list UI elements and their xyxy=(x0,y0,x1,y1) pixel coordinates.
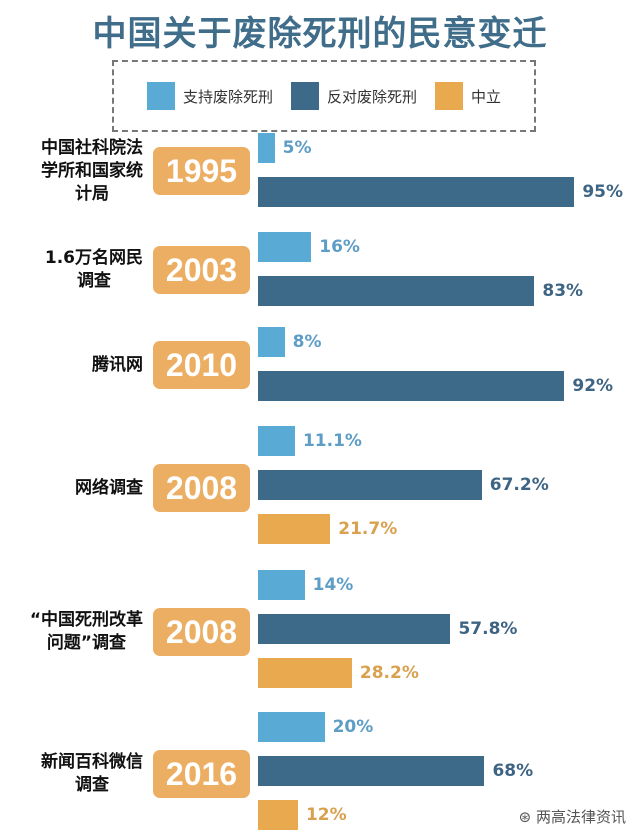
source-label: 腾讯网 xyxy=(92,354,143,375)
year-badge: 2003 xyxy=(153,246,250,294)
bar-oppose xyxy=(258,470,482,500)
value-label-neutral: 28.2% xyxy=(359,663,419,683)
bar-support xyxy=(258,133,275,163)
value-label-support: 20% xyxy=(332,717,374,737)
value-label-oppose: 67.2% xyxy=(489,475,549,495)
bar-support xyxy=(258,426,295,456)
source-label: 新闻百科微信 调查 xyxy=(41,752,143,795)
year-badge: 2016 xyxy=(153,750,250,798)
value-label-support: 14% xyxy=(312,575,354,595)
watermark-text: 两高法律资讯 xyxy=(535,808,626,826)
bar-oppose xyxy=(258,371,565,401)
watermark: ⊛ 两高法律资讯 xyxy=(518,808,626,826)
bar-oppose xyxy=(258,276,535,306)
value-label-support: 11.1% xyxy=(302,431,362,451)
value-label-oppose: 57.8% xyxy=(458,619,518,639)
legend-swatch-support xyxy=(146,82,175,110)
value-label-oppose: 95% xyxy=(582,182,624,202)
bar-support xyxy=(258,570,305,600)
legend-swatch-neutral xyxy=(435,82,463,110)
bar-oppose xyxy=(258,177,575,207)
bar-neutral xyxy=(258,514,331,544)
value-label-neutral: 21.7% xyxy=(338,519,398,539)
legend-support: 支持废除死刑 xyxy=(146,82,273,110)
legend-label: 支持废除死刑 xyxy=(182,87,273,106)
bar-oppose xyxy=(258,756,485,786)
source-label: “中国死刑改革 问题”调查 xyxy=(29,610,143,653)
year-badge: 1995 xyxy=(153,147,250,195)
legend: 支持废除死刑 反对废除死刑 中立 xyxy=(112,60,536,132)
legend-label: 反对废除死刑 xyxy=(326,87,417,106)
legend-neutral: 中立 xyxy=(435,82,501,110)
value-label-support: 5% xyxy=(282,138,312,158)
source-label: 中国社科院法 学所和国家统 计局 xyxy=(41,137,143,204)
year-badge: 2008 xyxy=(153,464,250,512)
bar-oppose xyxy=(258,614,451,644)
value-label-oppose: 92% xyxy=(572,376,614,396)
bar-support xyxy=(258,232,312,262)
chart-title: 中国关于废除死刑的民意变迁 xyxy=(92,14,548,54)
value-label-neutral: 12% xyxy=(305,805,347,825)
legend-label: 中立 xyxy=(471,87,502,106)
source-label: 网络调查 xyxy=(75,477,143,498)
bar-neutral xyxy=(258,800,298,830)
legend-swatch-oppose xyxy=(290,82,319,110)
value-label-support: 16% xyxy=(319,237,360,257)
bar-support xyxy=(258,327,285,357)
value-label-oppose: 83% xyxy=(542,281,584,301)
legend-oppose: 反对废除死刑 xyxy=(290,82,417,110)
year-badge: 2008 xyxy=(153,608,250,656)
year-badge: 2010 xyxy=(153,341,250,389)
bar-neutral xyxy=(258,658,352,688)
source-label: 1.6万名网民 调查 xyxy=(44,248,143,291)
value-label-oppose: 68% xyxy=(492,761,534,781)
value-label-support: 8% xyxy=(292,332,322,352)
bar-support xyxy=(258,712,325,742)
